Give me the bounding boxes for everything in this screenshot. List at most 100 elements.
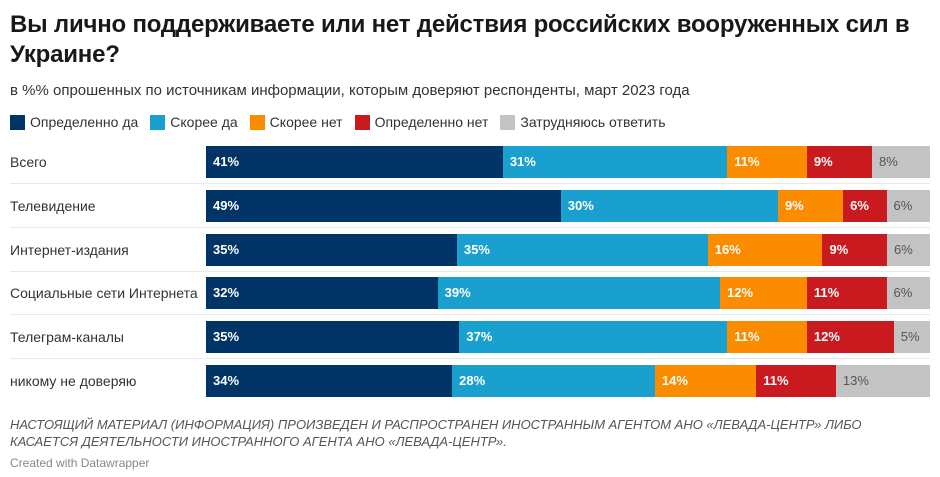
data-label: 12% [727, 285, 754, 301]
bar-segment: 31% [502, 146, 728, 178]
legend-swatch [10, 114, 25, 130]
bar-segment: 28% [452, 365, 655, 397]
category-label: Всего [10, 154, 47, 170]
bar-segment: 35% [456, 233, 708, 266]
legend-item-rather-yes: Скорее да [150, 114, 238, 130]
data-label: 12% [813, 329, 840, 345]
legend-item-definitely-yes: Определенно да [10, 114, 138, 130]
bar-track: 34% 28% 14% 11% 13% [206, 365, 930, 397]
data-label: 41% [213, 154, 240, 169]
bar-row: Всего 41% 31% 11% 9% 8% [0, 145, 940, 179]
bar-segment: 39% [437, 277, 721, 310]
row-divider [10, 226, 930, 228]
bar-segment: 8% [872, 146, 930, 178]
bar-segment: 12% [720, 277, 807, 310]
bar-track: 41% 31% 11% 9% 8% [206, 146, 930, 178]
data-label: 9% [813, 154, 833, 169]
bar-segment: 11% [756, 365, 836, 397]
row-divider [10, 314, 930, 316]
bar-segment: 35% [206, 233, 457, 266]
bar-segment: 41% [206, 146, 503, 178]
legend-label: Определенно да [30, 114, 139, 130]
bar-row: Социальные сети Интернета 32% 39% 12% 11% 6% [0, 276, 940, 310]
bar-segment: 11% [727, 321, 807, 354]
row-divider [10, 183, 930, 184]
data-label: 6% [893, 241, 913, 257]
bar-segment: 30% [560, 189, 778, 222]
data-label: 5% [900, 329, 920, 345]
bar-segment: 34% [206, 365, 453, 397]
data-label: 11% [734, 154, 760, 169]
data-label: 11% [813, 285, 840, 301]
data-label: 35% [213, 241, 240, 257]
legend-swatch [249, 114, 265, 130]
bar-segment: 6% [886, 233, 930, 266]
bar-segment: 9% [777, 189, 844, 222]
legend-item-hard-to-say: Затрудняюсь ответить [500, 114, 665, 130]
data-label: 11% [763, 373, 789, 388]
bar-track: 35% 37% 11% 12% 5% [206, 321, 930, 354]
bar-segment: 5% [893, 321, 930, 354]
bar-track: 49% 30% 9% 6% 6% [206, 189, 930, 222]
category-label: Интернет-издания [10, 241, 129, 258]
data-label: 32% [213, 285, 240, 301]
bar-segment: 12% [806, 321, 894, 354]
row-divider [10, 358, 930, 360]
legend-item-rather-no: Скорее нет [249, 114, 343, 130]
data-label: 35% [213, 329, 240, 345]
data-label: 11% [734, 329, 760, 345]
data-label: 9% [784, 197, 804, 213]
bar-row: никому не доверяю 34% 28% 14% 11% 13% [0, 364, 940, 398]
legend-swatch [500, 114, 516, 130]
bar-row: Телеграм-каналы 35% 37% 11% 12% 5% [0, 320, 940, 354]
legend-label: Определенно нет [374, 114, 489, 130]
data-label: 14% [661, 373, 688, 388]
category-label: Социальные сети Интернета [10, 285, 198, 302]
chart-title: Вы лично поддерживаете или нет действия … [10, 11, 910, 68]
data-label: 6% [893, 285, 913, 301]
data-label: 16% [714, 241, 741, 257]
data-label: 49% [213, 197, 240, 213]
chart-subtitle: в %% опрошенных по источникам информации… [10, 82, 690, 99]
bar-row: Интернет-издания 35% 35% 16% 9% 6% [0, 233, 940, 267]
category-label: никому не доверяю [10, 373, 137, 389]
legend: Определенно да Скорее да Скорее нет Опре… [10, 114, 665, 130]
bar-segment: 14% [654, 365, 757, 397]
bar-segment: 6% [886, 277, 930, 310]
data-label: 9% [829, 241, 849, 257]
data-label: 31% [509, 154, 536, 169]
row-divider [10, 270, 930, 272]
bar-segment: 16% [707, 233, 823, 266]
legend-swatch [150, 114, 166, 130]
legend-item-definitely-no: Определенно нет [354, 114, 489, 130]
category-label: Телеграм-каналы [10, 329, 124, 346]
bar-row: Телевидение 49% 30% 9% 6% 6% [0, 189, 940, 223]
credit: Created with Datawrapper [10, 456, 150, 470]
data-label: 28% [459, 373, 486, 388]
bar-track: 35% 35% 16% 9% 6% [206, 233, 930, 266]
legend-label: Скорее да [170, 114, 238, 130]
bar-segment: 11% [727, 146, 807, 178]
bar-segment: 35% [206, 321, 460, 354]
data-label: 30% [567, 197, 594, 213]
data-label: 6% [893, 197, 913, 213]
legend-swatch [354, 114, 370, 130]
data-label: 37% [466, 329, 493, 345]
legend-label: Затрудняюсь ответить [520, 114, 666, 130]
bar-segment: 9% [806, 146, 873, 178]
data-label: 39% [444, 285, 471, 301]
bar-segment: 13% [835, 365, 930, 397]
legend-label: Скорее нет [269, 114, 343, 130]
data-label: 13% [842, 373, 869, 388]
data-label: 35% [463, 241, 490, 257]
bar-segment: 9% [822, 233, 887, 266]
bar-segment: 49% [206, 189, 561, 222]
bar-segment: 37% [459, 321, 728, 354]
bar-segment: 6% [886, 189, 930, 222]
data-label: 6% [850, 197, 869, 213]
bar-segment: 11% [806, 277, 887, 310]
data-label: 34% [213, 373, 240, 388]
data-label: 8% [879, 154, 898, 169]
bar-track: 32% 39% 12% 11% 6% [206, 277, 930, 310]
bar-segment: 32% [206, 277, 438, 310]
